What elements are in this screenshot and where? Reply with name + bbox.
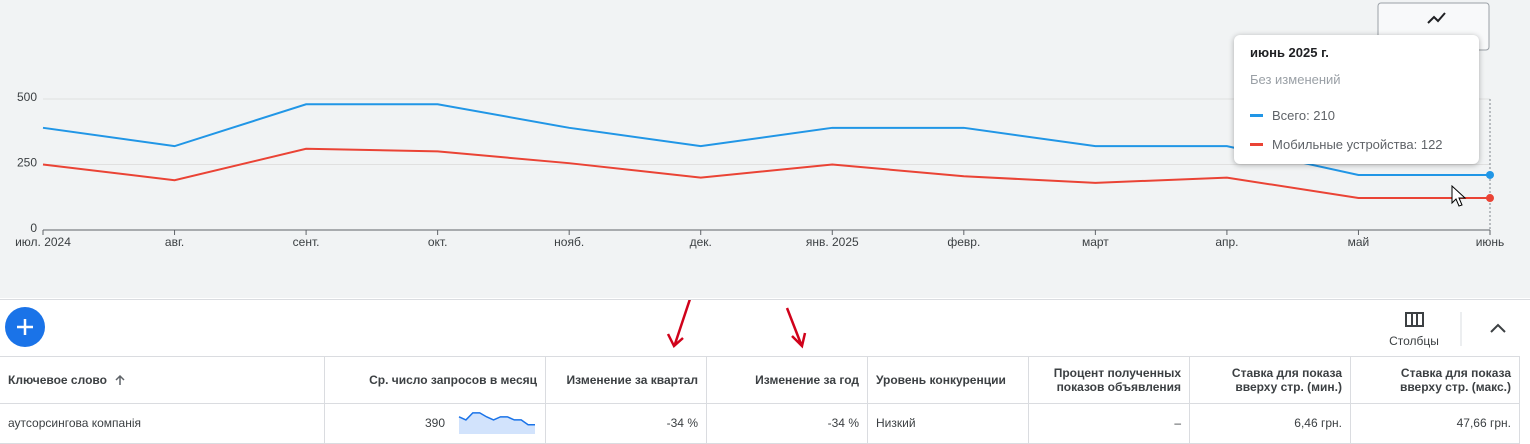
line-icon	[1427, 12, 1446, 24]
table-header: Ключевое слово Ср. число запросов в месяц…	[0, 356, 1520, 404]
cell-text: 47,66 грн.	[1456, 415, 1511, 430]
hover-point	[1486, 170, 1494, 179]
collapse-button[interactable]	[1490, 323, 1506, 333]
cell-text: Низкий	[876, 415, 916, 430]
x-tick-label: март	[1082, 235, 1109, 249]
cell-text: 390	[424, 415, 445, 430]
table-cell: Низкий	[868, 402, 1029, 443]
tooltip-title: июнь 2025 г.	[1250, 45, 1329, 60]
sort-icon	[115, 374, 125, 385]
annotation-arrow	[666, 295, 693, 349]
column-header: Изменение за год	[707, 357, 868, 403]
column-header: Изменение за квартал	[546, 357, 707, 403]
table-cell: –	[1029, 402, 1190, 443]
x-tick-label: май	[1348, 235, 1370, 249]
table-cell: 390	[325, 402, 546, 443]
cell-text: Процент полученных показов объявления	[1053, 366, 1181, 394]
chart-area: 0 250 500 июл. 2024 авг. сент. окт. нояб. дек. ян…	[0, 0, 1530, 298]
table-cell: 47,66 грн.	[1351, 402, 1520, 443]
columns-button[interactable]	[1405, 312, 1424, 327]
cell-text: Уровень конкуренции	[876, 373, 1006, 387]
y-tick-label: 500	[17, 90, 37, 104]
x-tick-label: сент.	[293, 235, 320, 249]
column-header: Уровень конкуренции	[868, 357, 1029, 403]
columns-label: Столбцы	[1389, 334, 1439, 348]
table-row: аутсорсингова компанія 390 -34 % -34 % Низки…	[0, 402, 1520, 444]
cell-text: Ставка для показа вверху стр. (макс.)	[1399, 366, 1511, 394]
legend-swatch	[1250, 143, 1263, 146]
cell-text: –	[1174, 415, 1181, 430]
table-cell: -34 %	[707, 402, 868, 443]
x-tick-label: дек.	[690, 235, 712, 249]
table-cell: 6,46 грн.	[1190, 402, 1351, 443]
legend-swatch	[1250, 114, 1263, 117]
sparkline-line	[458, 411, 535, 426]
toolbar: Столбцы	[0, 295, 1530, 357]
series-line	[42, 147, 1490, 200]
cell-text: Изменение за квартал	[566, 373, 698, 387]
annotation-arrow	[785, 307, 807, 349]
column-header: Ставка для показа вверху стр. (макс.)	[1351, 357, 1520, 403]
x-tick-label: июнь	[1476, 235, 1505, 249]
tooltip-item: Мобильные устройства: 122	[1272, 137, 1443, 152]
cell-text: аутсорсингова компанія	[8, 415, 142, 430]
column-header: Ставка для показа вверху стр. (мин.)	[1190, 357, 1351, 403]
y-tick-label: 0	[30, 221, 37, 235]
cursor	[1451, 185, 1467, 207]
cell-text: Ср. число запросов в месяц	[369, 373, 537, 387]
sparkline-area	[459, 412, 535, 434]
hover-point	[1486, 194, 1494, 203]
x-tick-label: февр.	[947, 235, 980, 249]
tooltip-subtitle: Без изменений	[1250, 72, 1341, 87]
x-tick-label: июл. 2024	[15, 235, 71, 249]
tooltip-item: Всего: 210	[1272, 108, 1336, 123]
cell-text: 6,46 грн.	[1294, 415, 1342, 430]
x-tick-label: авг.	[165, 235, 184, 249]
tooltip: июнь 2025 г. Без изменений Всего: 210 Мо…	[1234, 35, 1479, 164]
column-header: Ср. число запросов в месяц	[325, 357, 546, 403]
x-tick-label: апр.	[1215, 235, 1238, 249]
column-header[interactable]: Ключевое слово	[0, 357, 325, 403]
table-cell: -34 %	[546, 402, 707, 443]
cell-text: Изменение за год	[755, 373, 859, 387]
cell-text: -34 %	[827, 415, 859, 430]
sparkline	[458, 411, 535, 434]
column-header: Процент полученных показов объявления	[1029, 357, 1190, 403]
toolbar-icons: Столбцы	[5, 295, 1506, 349]
plus-icon	[17, 319, 33, 335]
x-tick-label: окт.	[428, 235, 448, 249]
cell-text: Ключевое слово	[8, 373, 107, 387]
x-tick-label: янв. 2025	[806, 235, 859, 249]
cell-text: Ставка для показа вверху стр. (мин.)	[1231, 366, 1342, 394]
table-cell: аутсорсингова компанія	[0, 402, 325, 443]
x-tick-label: нояб.	[554, 235, 584, 249]
y-tick-label: 250	[17, 156, 37, 170]
cell-text: -34 %	[666, 415, 698, 430]
